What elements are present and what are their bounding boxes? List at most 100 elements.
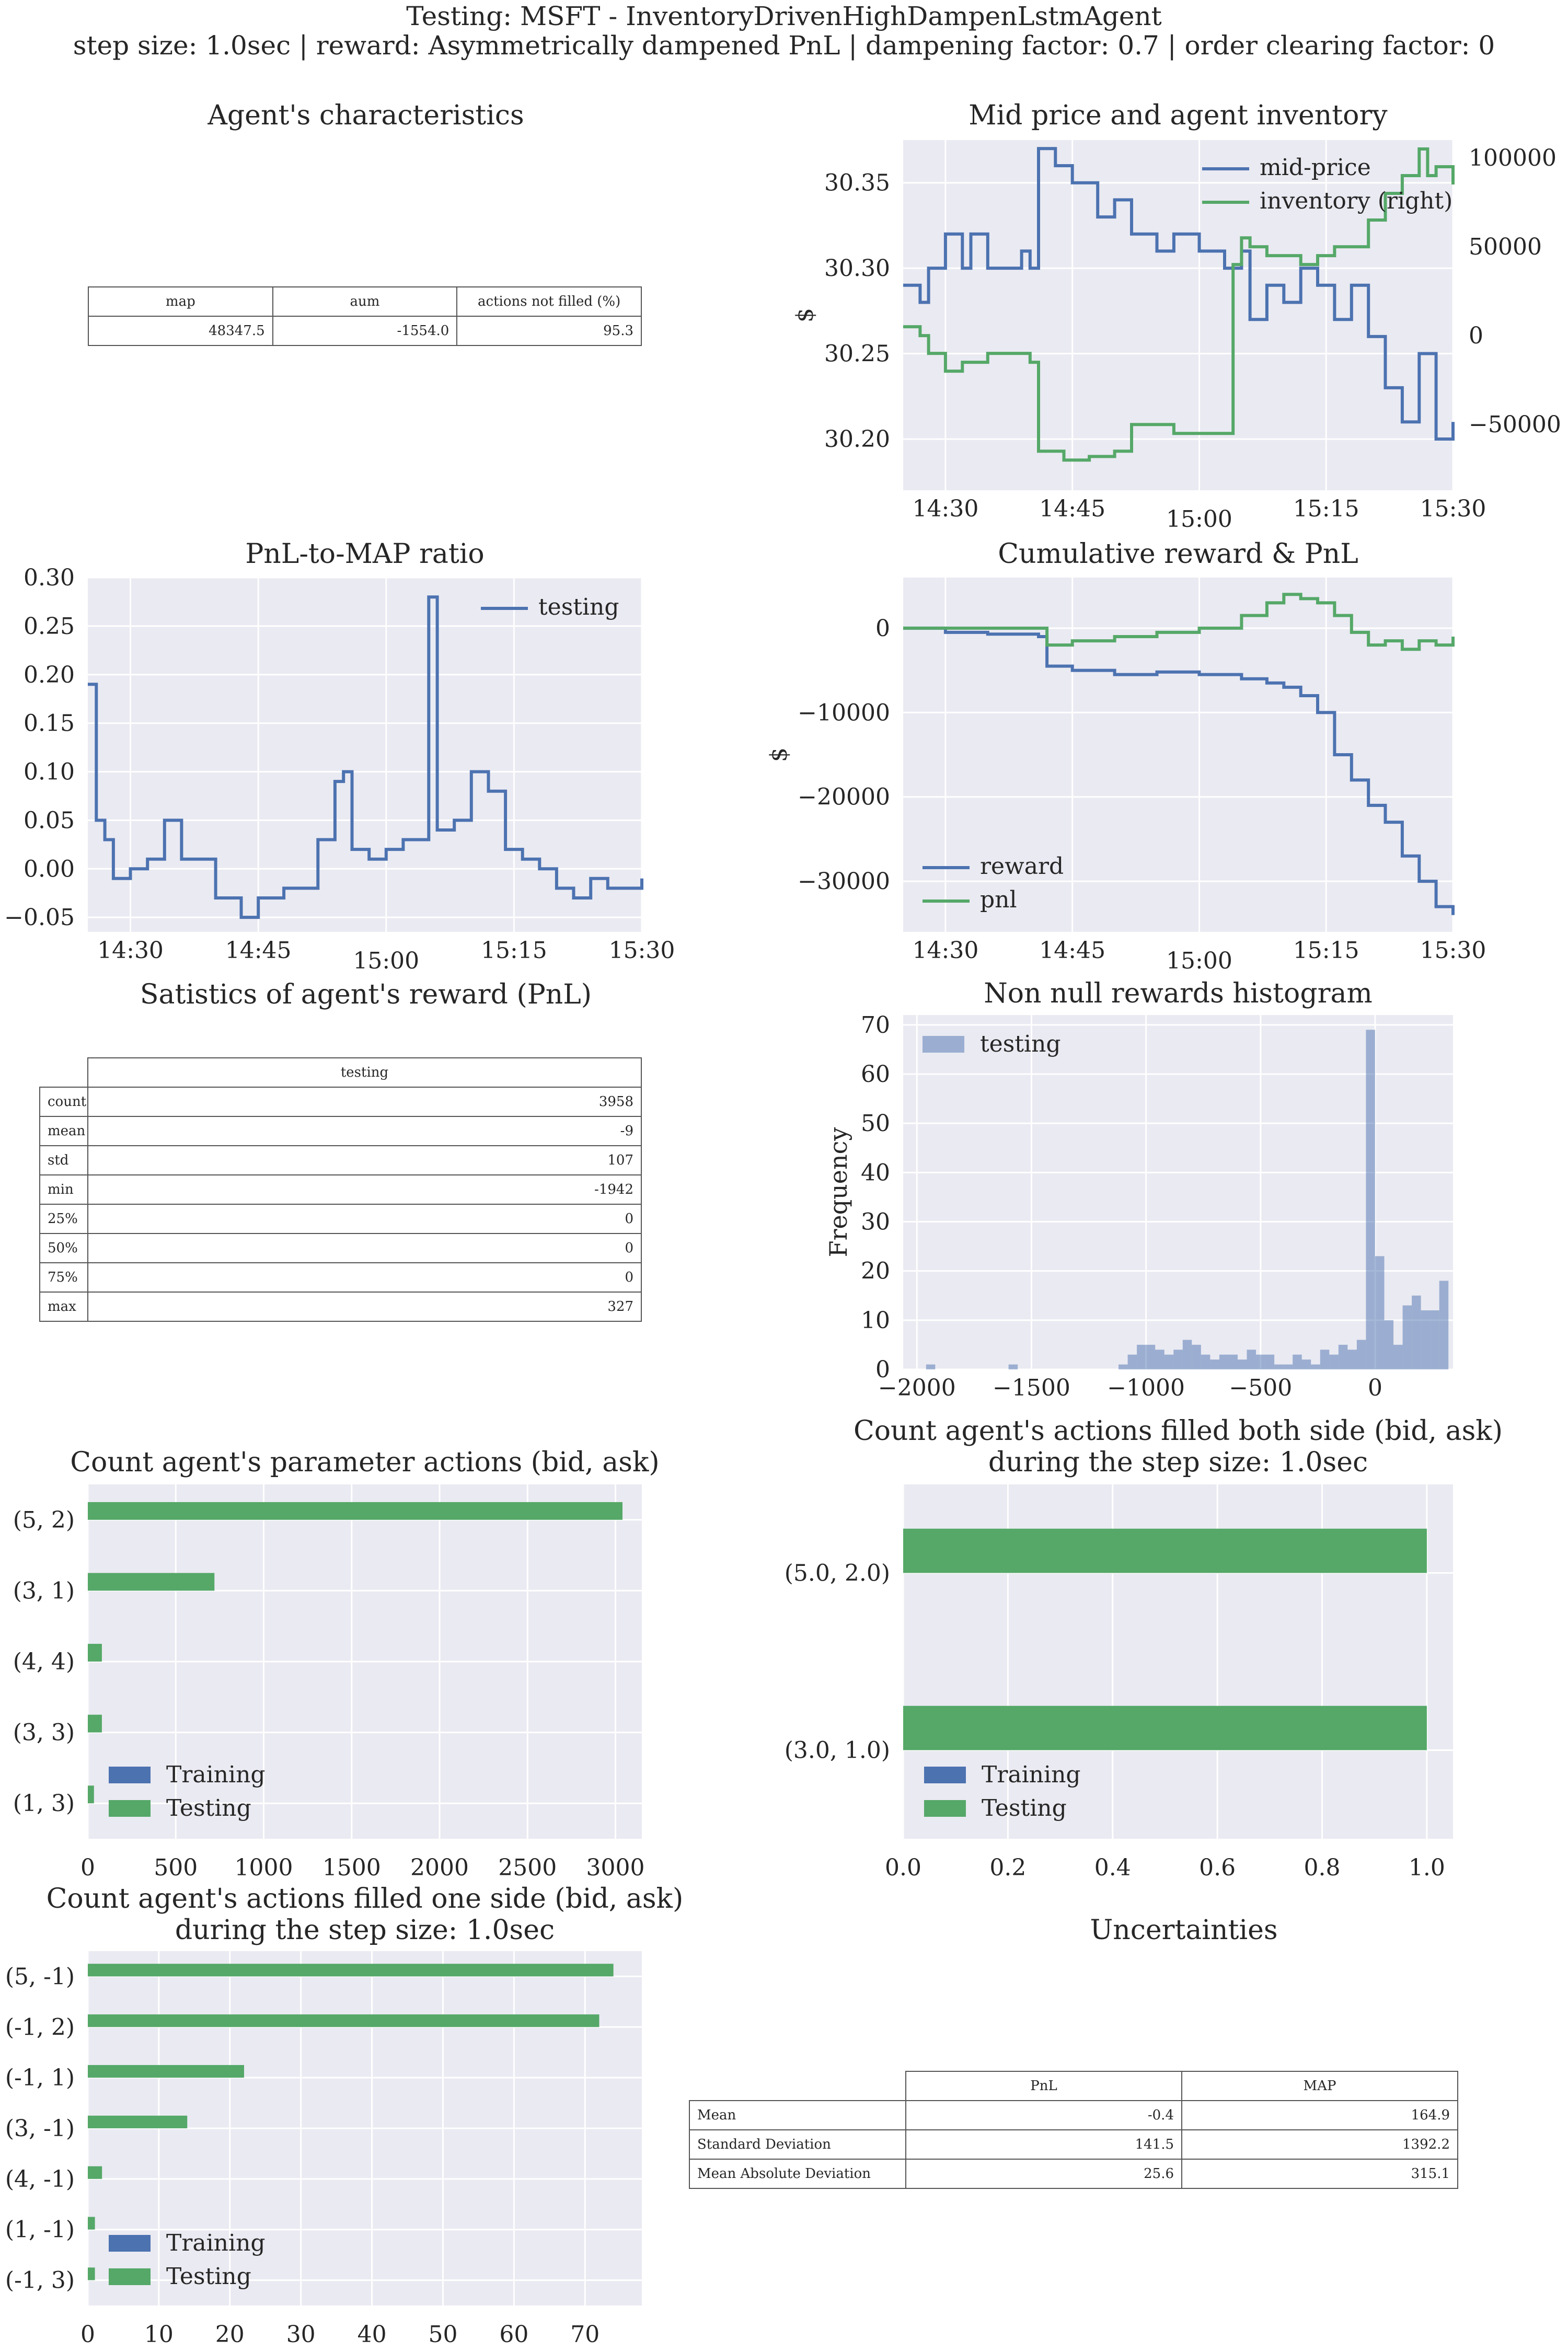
y-tick-label: (5, 2) [13,1507,75,1534]
header-cell: aum [272,286,458,317]
value-cell: 107 [87,1145,642,1175]
y-tick-label: 0.10 [24,759,75,786]
y-tick-label: 70 [861,1012,890,1039]
y-tick-label: 0.05 [24,807,75,834]
legend-patch-swatch [109,2235,151,2252]
value-cell: 1392.2 [1181,2129,1458,2160]
plot-area [903,578,1453,932]
histogram-bar [1182,1340,1192,1369]
x-tick-label: 0 [1368,1375,1382,1401]
y2-tick-label: 0 [1469,322,1483,349]
value-cell: -1942 [87,1174,642,1205]
histogram-bar [1412,1295,1421,1369]
chart-filled-one-side: Count agent's actions filled one side (b… [5,1883,684,2348]
value-cell: 25.6 [905,2159,1182,2189]
histogram-bar [1247,1350,1256,1369]
chart-cumulative-reward: Cumulative reward & PnL −30000 −20000 −1000… [766,538,1486,974]
header-cell: map [88,286,273,317]
bar-testing [88,2267,95,2280]
row-label: mean [39,1116,88,1146]
y-axis-label: $ [766,747,792,762]
legend-label: Testing [982,1795,1067,1821]
series-line-inventory [903,147,1455,462]
y-tick-label: 0.00 [24,856,75,882]
y2-tick-label: 50000 [1469,234,1542,260]
plot-area [88,578,642,932]
histogram-bar [1329,1354,1339,1369]
reward-stats-table: testing count 3958 mean -9 std 107 min -1942… [39,1057,642,1322]
x-tick-label: 14:45 [1039,495,1105,522]
row-label: min [39,1174,88,1205]
bar-testing [88,2014,599,2027]
histogram-bar [1219,1354,1229,1369]
histogram-bar [1008,1364,1018,1369]
x-tick-label: 14:45 [1039,937,1105,964]
row-label: 75% [39,1262,88,1293]
bar-testing [88,1785,94,1804]
y-tick-label: (-1, 2) [5,2014,75,2040]
histogram-bar [1347,1350,1357,1369]
legend-patch-swatch [923,1036,964,1053]
legend-label: Testing [166,2263,251,2290]
histogram-bar [1192,1344,1201,1369]
row-label: 50% [39,1233,88,1263]
legend-label: testing [980,1031,1061,1057]
header-cell: actions not filled (%) [456,286,642,317]
y-axis-label: $ [792,308,818,322]
y2-tick-label: 100000 [1469,145,1557,171]
agent-characteristics-title: Agent's characteristics [207,100,524,131]
x-tick-label: 0.6 [1199,1854,1236,1881]
row-label: Mean [689,2100,906,2130]
y-tick-label: 30.20 [824,426,890,453]
histogram-bar [1293,1354,1302,1369]
legend-label: Training [982,1761,1081,1788]
y-tick-label: 0.25 [24,613,75,640]
legend-label: Testing [166,1795,251,1821]
x-tick-label: 15:00 [353,948,419,974]
bar-testing [903,1528,1427,1573]
histogram-bar [1237,1359,1247,1369]
header-cell: PnL [905,2071,1182,2101]
bar-testing [88,2166,102,2179]
table-row: min -1942 [39,1174,642,1205]
x-tick-label: 15:30 [1420,495,1486,522]
histogram-bar [1338,1344,1348,1369]
y-tick-label: −20000 [798,784,890,811]
x-tick-label: 40 [358,2321,387,2348]
header-cell: testing [87,1057,642,1088]
value-cell: -1554.0 [272,316,458,346]
chart-parameter-actions: Count agent's parameter actions (bid, as… [13,1447,660,1881]
row-label: Standard Deviation [689,2129,906,2160]
row-label: max [39,1292,88,1322]
table-row: mean -9 [39,1116,642,1146]
table-row: map aum actions not filled (%) [88,286,642,317]
bar-testing [88,1573,215,1591]
legend-label: inventory (right) [1260,188,1452,214]
value-cell: 3958 [87,1087,642,1117]
histogram-bar [1173,1350,1183,1369]
value-cell: 0 [87,1204,642,1234]
histogram-bar [1164,1354,1174,1369]
histogram-bar [1137,1344,1146,1369]
chart-title: Non null rewards histogram [984,978,1373,1009]
histogram-bar [1210,1359,1219,1369]
y-tick-label: −10000 [798,699,890,726]
series-line-testing [88,595,643,919]
histogram-bar [1228,1354,1238,1369]
x-tick-label: 0 [80,2321,95,2348]
y-tick-label: (1, 3) [13,1790,75,1817]
y-axis-label: Frequency [824,1127,852,1258]
agent-characteristics-table: map aum actions not filled (%) 48347.5 -… [88,286,642,346]
value-cell: 0 [87,1233,642,1263]
chart-rewards-histogram: Non null rewards histogram 0 10 20 30 40 50 60 7… [824,978,1453,1401]
x-tick-label: 0.8 [1304,1854,1341,1881]
value-cell: -0.4 [905,2100,1182,2130]
y-tick-label: 10 [861,1307,890,1334]
bar-testing [88,2217,95,2230]
row-label: Mean Absolute Deviation [689,2159,906,2189]
x-tick-label: 15:15 [1293,495,1359,522]
histogram-bar [1127,1354,1137,1369]
table-row: testing [40,1057,642,1088]
legend-label: testing [538,594,619,620]
value-cell: 95.3 [456,316,642,346]
